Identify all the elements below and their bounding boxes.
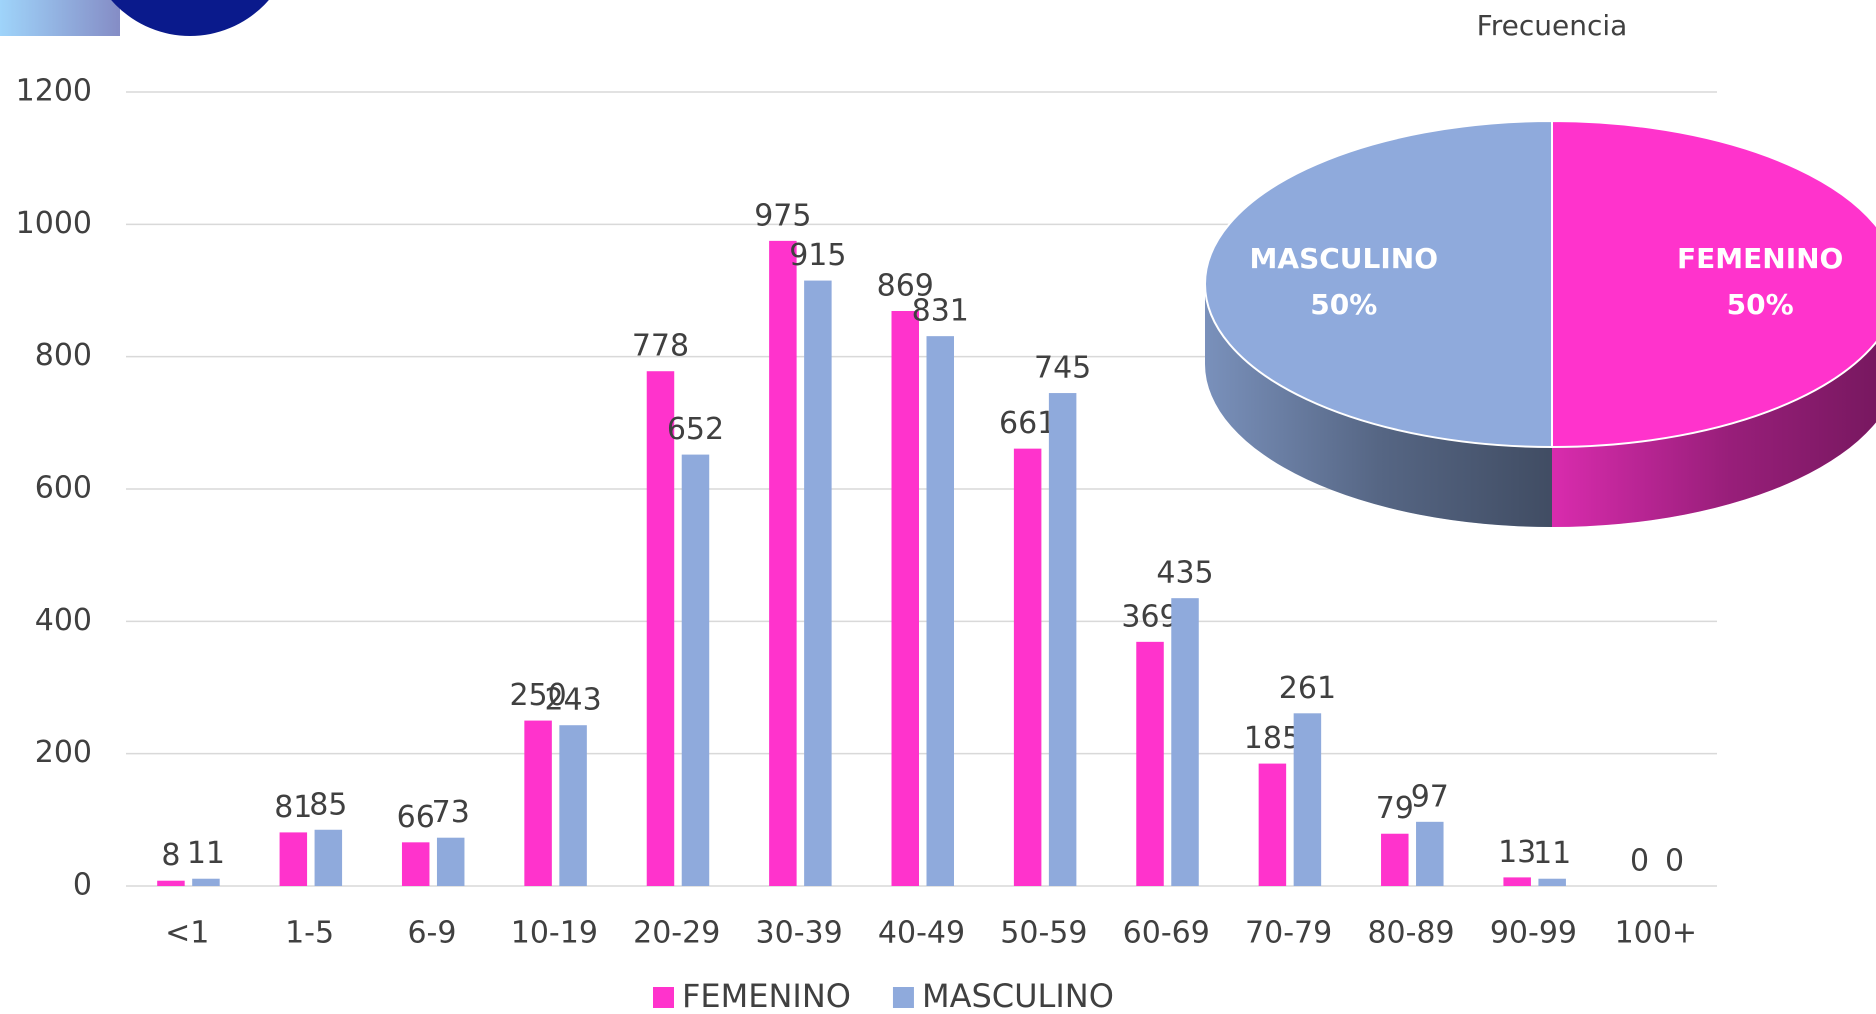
bar xyxy=(1416,821,1444,886)
bar xyxy=(1538,878,1566,886)
y-tick-label: 800 xyxy=(35,338,92,373)
x-tick-label: 30-39 xyxy=(756,916,843,951)
pie-title: Frecuencia xyxy=(1477,9,1628,42)
data-label: 8 xyxy=(161,838,180,873)
data-label: 66 xyxy=(397,800,435,835)
x-tick-label: 80-89 xyxy=(1367,916,1454,951)
bar xyxy=(1258,763,1287,886)
x-tick-label: 70-79 xyxy=(1245,916,1332,951)
bar xyxy=(769,240,797,886)
y-tick-label: 0 xyxy=(73,868,92,903)
bar xyxy=(1136,641,1164,886)
data-label: 869 xyxy=(877,269,934,304)
x-tick-label: 60-69 xyxy=(1123,916,1210,951)
bar xyxy=(1048,393,1077,886)
data-label: 0 xyxy=(1630,844,1649,879)
bar xyxy=(926,336,954,886)
pie-value-label: 50% xyxy=(1310,288,1377,321)
bar xyxy=(1013,448,1042,886)
y-tick-label: 400 xyxy=(35,603,92,638)
y-tick-label: 200 xyxy=(35,735,92,770)
x-tick-label: 100+ xyxy=(1615,916,1697,951)
data-label: 81 xyxy=(274,790,312,825)
y-tick-label: 1000 xyxy=(16,206,92,241)
y-tick-label: 600 xyxy=(35,471,92,506)
data-label: 975 xyxy=(754,198,811,233)
data-label: 831 xyxy=(912,294,969,329)
bar xyxy=(192,878,220,886)
bar xyxy=(524,720,552,886)
bar xyxy=(157,880,185,886)
x-tick-label: 6-9 xyxy=(407,916,456,951)
x-tick-label: <1 xyxy=(165,916,209,951)
data-label: 369 xyxy=(1121,599,1178,634)
pie-slice xyxy=(1204,119,1553,449)
data-label: 79 xyxy=(1376,791,1414,826)
bar xyxy=(1293,713,1322,886)
data-label: 85 xyxy=(309,787,347,822)
data-label: 661 xyxy=(999,406,1056,441)
bar xyxy=(401,842,430,886)
bar xyxy=(646,371,675,886)
x-tick-label: 40-49 xyxy=(878,916,965,951)
x-tick-label: 90-99 xyxy=(1490,916,1577,951)
data-label: 652 xyxy=(667,412,724,447)
data-label: 97 xyxy=(1411,779,1449,814)
bar xyxy=(1503,877,1531,886)
x-tick-label: 1-5 xyxy=(285,916,334,951)
bar xyxy=(436,837,465,886)
pie: FEMENINO 50% MASCULINO 50% xyxy=(1204,119,1876,527)
pie-side-shade xyxy=(1205,284,1552,527)
bar xyxy=(559,725,587,886)
data-label: 745 xyxy=(1034,351,1091,386)
data-label: 250 xyxy=(509,678,566,713)
pie-slice xyxy=(1551,119,1876,449)
data-label: 243 xyxy=(544,683,601,718)
bar xyxy=(804,280,832,886)
pie-label: FEMENINO xyxy=(1677,242,1843,275)
legend-swatch xyxy=(892,987,914,1008)
bar xyxy=(891,311,919,886)
logo xyxy=(0,0,269,36)
bar xyxy=(681,454,710,886)
data-label: 11 xyxy=(1533,836,1571,871)
legend-swatch xyxy=(653,987,674,1008)
bar xyxy=(279,832,308,886)
data-label: 13 xyxy=(1498,835,1536,870)
pie-value-label: 50% xyxy=(1727,288,1794,321)
data-label: 435 xyxy=(1156,556,1213,591)
x-tick-label: 20-29 xyxy=(633,916,720,951)
y-tick-label: 1200 xyxy=(16,74,92,109)
data-label: 915 xyxy=(789,238,846,273)
bar xyxy=(1381,833,1409,886)
data-label: 185 xyxy=(1244,721,1301,756)
data-label: 11 xyxy=(187,836,225,871)
legend-label: MASCULINO xyxy=(922,977,1114,1014)
x-tick-label: 50-59 xyxy=(1000,916,1087,951)
data-label: 0 xyxy=(1665,844,1684,879)
pie-label: MASCULINO xyxy=(1250,242,1438,275)
bar xyxy=(1171,598,1199,886)
bar xyxy=(314,829,343,886)
legend-label: FEMENINO xyxy=(682,977,851,1014)
data-label: 73 xyxy=(432,795,470,830)
data-label: 261 xyxy=(1279,671,1336,706)
data-label: 778 xyxy=(632,329,689,364)
pie-side-shade xyxy=(1552,342,1876,527)
x-tick-label: 10-19 xyxy=(511,916,598,951)
